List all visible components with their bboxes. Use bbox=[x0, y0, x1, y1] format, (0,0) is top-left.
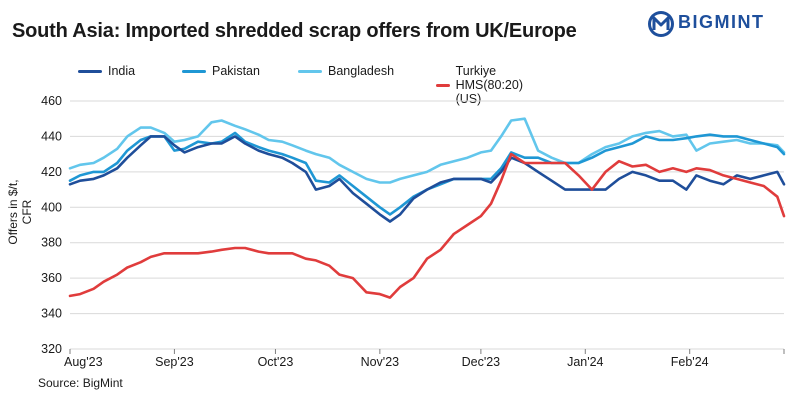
legend-swatch-turkiye bbox=[436, 83, 450, 87]
legend-item-pakistan[interactable]: Pakistan bbox=[182, 64, 260, 78]
series-line-bangladesh bbox=[68, 117, 786, 184]
y-tick-label-400: 400 bbox=[41, 200, 62, 214]
x-tick-label-2: Oct'23 bbox=[258, 355, 294, 369]
x-tick-label-5: Jan'24 bbox=[567, 355, 603, 369]
y-tick-label-320: 320 bbox=[41, 342, 62, 356]
legend-item-turkiye[interactable]: Turkiye HMS(80:20)(US) bbox=[436, 64, 533, 106]
legend-item-bangladesh[interactable]: Bangladesh bbox=[298, 64, 394, 78]
y-tick-label-440: 440 bbox=[41, 129, 62, 143]
y-tick-label-460: 460 bbox=[41, 94, 62, 108]
y-tick-label-420: 420 bbox=[41, 165, 62, 179]
legend-label-india: India bbox=[108, 64, 136, 78]
legend-swatch-pakistan bbox=[182, 69, 206, 73]
legend-swatch-bangladesh bbox=[298, 69, 322, 73]
bigmint-logo bbox=[648, 11, 674, 37]
series-line-pakistan bbox=[68, 131, 786, 216]
x-tick-label-3: Nov'23 bbox=[361, 355, 400, 369]
legend-item-india[interactable]: India bbox=[78, 64, 135, 78]
series-line-turkiye bbox=[68, 152, 786, 299]
x-tick-label-1: Sep'23 bbox=[155, 355, 194, 369]
bigmint-logo-icon bbox=[648, 11, 674, 37]
chart-title: South Asia: Imported shredded scrap offe… bbox=[12, 20, 577, 42]
legend-swatch-india bbox=[78, 69, 102, 73]
legend-label-bangladesh: Bangladesh bbox=[328, 64, 395, 78]
legend-label-pakistan: Pakistan bbox=[212, 64, 260, 78]
legend-label-turkiye: Turkiye HMS(80:20)(US) bbox=[455, 64, 523, 106]
y-tick-label-360: 360 bbox=[41, 271, 62, 285]
x-tick-label-0: Aug'23 bbox=[64, 355, 103, 369]
series-line-india bbox=[68, 135, 786, 223]
x-tick-label-6: Feb'24 bbox=[671, 355, 709, 369]
x-tick-label-4: Dec'23 bbox=[462, 355, 501, 369]
brand-name: BIGMINT bbox=[678, 12, 765, 32]
y-tick-label-380: 380 bbox=[41, 236, 62, 250]
y-tick-label-340: 340 bbox=[41, 307, 62, 321]
source-note: Source: BigMint bbox=[38, 376, 123, 390]
